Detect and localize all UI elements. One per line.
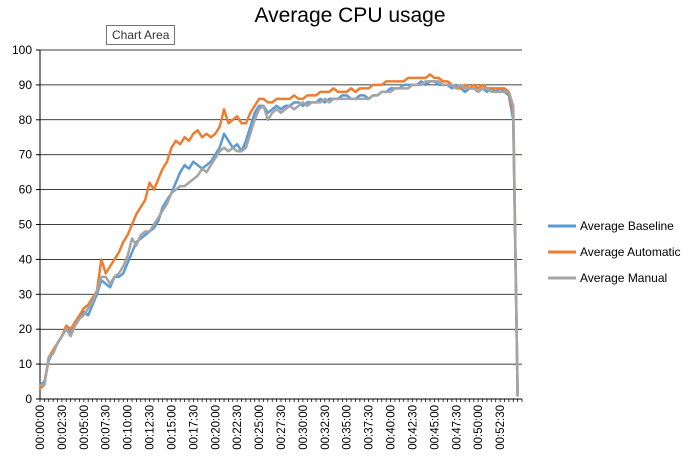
series-line-average-automatic[interactable] <box>38 73 519 397</box>
legend-label: Average Automatic <box>580 245 681 259</box>
series-lines <box>38 73 519 397</box>
x-tick-label: 00:12:30 <box>145 405 157 450</box>
x-tick-label: 00:25:00 <box>254 405 266 450</box>
x-tick-label: 00:15:00 <box>166 405 178 450</box>
x-tick-label: 00:35:00 <box>342 405 354 450</box>
x-tick-label: 00:50:00 <box>473 405 485 450</box>
x-tick-label: 00:02:30 <box>57 405 69 450</box>
x-tick-label: 00:42:30 <box>407 405 419 450</box>
legend-label: Average Manual <box>580 271 667 285</box>
legend[interactable]: Average Baseline Average Automatic Average… <box>548 219 681 285</box>
x-tick-label: 00:22:30 <box>232 405 244 450</box>
y-tick-label: 10 <box>19 357 33 371</box>
y-tick-labels: 0 10 20 30 40 50 60 70 80 90 100 <box>12 43 32 406</box>
x-tick-label: 00:07:30 <box>101 405 113 450</box>
x-tick-label: 00:27:30 <box>276 405 288 450</box>
x-tick-label: 00:20:00 <box>210 405 222 450</box>
y-tick-label: 90 <box>19 78 33 92</box>
y-tick-label: 100 <box>12 43 32 57</box>
legend-item[interactable]: Average Automatic <box>548 245 681 259</box>
y-tick-label: 30 <box>19 287 33 301</box>
y-tick-label: 40 <box>19 252 33 266</box>
series-line-average-manual[interactable] <box>38 80 519 397</box>
x-tick-label: 00:10:00 <box>123 405 135 450</box>
chart-area-tooltip: Chart Area <box>106 25 176 45</box>
chart-title: Average CPU usage <box>254 4 446 27</box>
x-tick-label: 00:32:30 <box>320 405 332 450</box>
y-tick-label: 70 <box>19 148 33 162</box>
axes <box>36 49 523 402</box>
gridlines <box>40 49 522 365</box>
y-tick-label: 20 <box>19 322 33 336</box>
x-tick-labels: 00:00:00 00:02:30 00:05:00 00:07:30 00:10:00… <box>35 405 507 450</box>
x-tick-label: 00:45:00 <box>429 405 441 450</box>
series-line-average-baseline[interactable] <box>38 80 519 397</box>
x-tick-label: 00:40:00 <box>386 405 398 450</box>
x-tick-label: 00:47:30 <box>451 405 463 450</box>
legend-item[interactable]: Average Manual <box>548 271 667 285</box>
legend-item[interactable]: Average Baseline <box>548 219 674 233</box>
legend-label: Average Baseline <box>580 219 674 233</box>
x-tick-label: 00:30:00 <box>298 405 310 450</box>
y-tick-label: 0 <box>25 392 32 406</box>
x-tick-label: 00:00:00 <box>35 405 47 450</box>
x-tick-label: 00:52:30 <box>495 405 507 450</box>
y-tick-label: 80 <box>19 113 33 127</box>
x-tick-label: 00:37:30 <box>364 405 376 450</box>
x-tick-label: 00:17:30 <box>188 405 200 450</box>
x-tick-label: 00:05:00 <box>79 405 91 450</box>
y-tick-label: 60 <box>19 183 33 197</box>
y-tick-label: 50 <box>19 218 33 232</box>
